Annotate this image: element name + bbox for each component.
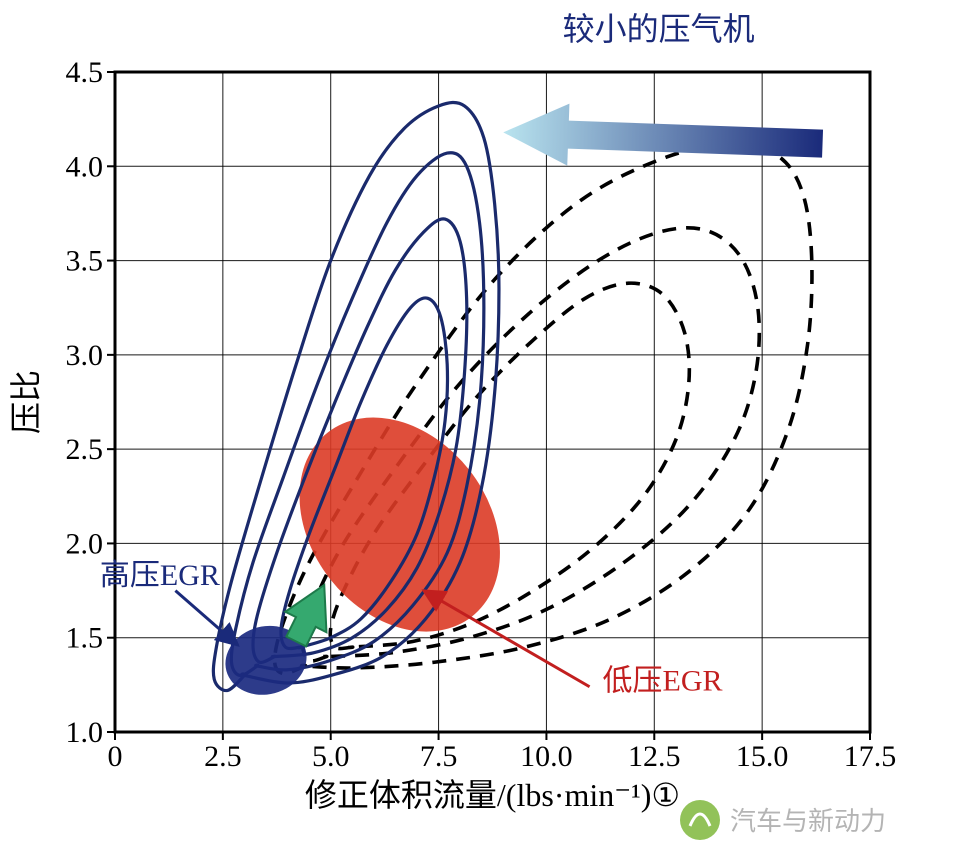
y-tick-label: 1.5 — [66, 622, 104, 655]
y-tick-label: 1.0 — [66, 716, 104, 749]
x-tick-label: 7.5 — [420, 740, 458, 773]
watermark-text: 汽车与新动力 — [730, 807, 886, 836]
x-tick-label: 17.5 — [844, 740, 897, 773]
x-tick-label: 0 — [108, 740, 123, 773]
x-axis-label: 修正体积流量/(lbs·min⁻¹)① — [305, 777, 680, 813]
x-tick-label: 2.5 — [204, 740, 242, 773]
y-tick-label: 4.5 — [66, 56, 104, 89]
smaller-compressor-label: 较小的压气机 — [563, 11, 755, 47]
x-tick-label: 15.0 — [736, 740, 789, 773]
x-tick-label: 5.0 — [312, 740, 350, 773]
compressor-map-chart: 0 2.5 5.0 7.5 10.0 12.5 15.0 17.5 1.0 1.5 2.0 2.5 3.… — [0, 0, 972, 864]
x-tick-label: 12.5 — [628, 740, 681, 773]
x-tick-label: 10.0 — [520, 740, 573, 773]
y-tick-label: 3.5 — [66, 245, 104, 278]
watermark-logo-icon — [680, 800, 720, 840]
y-tick-label: 2.0 — [66, 527, 104, 560]
y-axis-label: 压比 — [8, 370, 44, 434]
y-tick-label: 3.0 — [66, 339, 104, 372]
y-tick-label: 4.0 — [66, 150, 104, 183]
low-pressure-egr-label: 低压EGR — [603, 665, 723, 698]
chart-container: 0 2.5 5.0 7.5 10.0 12.5 15.0 17.5 1.0 1.5 2.0 2.5 3.… — [0, 0, 972, 864]
high-pressure-egr-label: 高压EGR — [100, 559, 220, 592]
y-tick-label: 2.5 — [66, 433, 104, 466]
